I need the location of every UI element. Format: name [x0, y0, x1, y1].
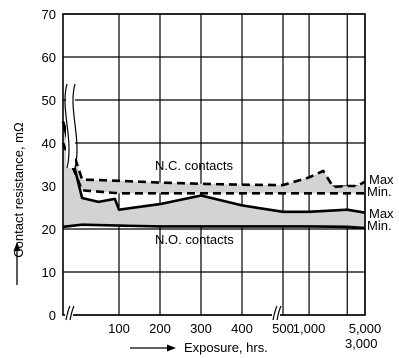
nc-contacts-label: N.C. contacts — [155, 158, 234, 173]
axis-break-gap — [66, 84, 75, 168]
x-tick-label: 5,000 — [349, 321, 382, 336]
x-tick-label: 300 — [190, 321, 212, 336]
x-tick-label: 3,000 — [345, 336, 378, 351]
y-tick-label: 50 — [42, 93, 56, 108]
y-axis-arrowhead — [13, 242, 21, 251]
nc-min-label: Min. — [367, 184, 392, 199]
nc-max-line — [61, 121, 366, 189]
no-max-line — [61, 121, 366, 214]
x-break-gap-left — [65, 312, 73, 318]
y-tick-label: 40 — [42, 136, 56, 151]
x-break-gap-right — [272, 312, 280, 318]
x-axis-title: Exposure, hrs. — [184, 340, 268, 355]
x-break-mark-right — [272, 305, 282, 321]
plot-frame — [62, 13, 366, 316]
x-tick-label: 100 — [108, 321, 130, 336]
no-max-label: Max — [369, 206, 394, 221]
y-tick-label: 20 — [42, 222, 56, 237]
no-contacts-band — [63, 121, 365, 229]
y-tick-label: 30 — [42, 179, 56, 194]
nc-contacts-band — [63, 121, 365, 194]
y-tick-label: 60 — [42, 50, 56, 65]
x-tick-label: 200 — [149, 321, 171, 336]
nc-max-label: Max — [369, 172, 394, 187]
x-tick-label: 500 — [272, 321, 294, 336]
y-tick-label: 0 — [49, 308, 56, 323]
axis-break-mark-right — [72, 83, 78, 169]
no-min-label: Min. — [367, 218, 392, 233]
no-min-line — [62, 223, 366, 230]
x-break-mark-left — [65, 305, 75, 321]
y-tick-label: 70 — [42, 7, 56, 22]
x-tick-label: 1,000 — [293, 321, 326, 336]
y-tick-label: 10 — [42, 265, 56, 280]
x-tick-label: 400 — [231, 321, 253, 336]
x-axis-arrowhead — [167, 344, 176, 352]
y-axis-title: Contact resistance, mΩ — [11, 122, 26, 258]
axis-break-mark-left — [64, 83, 70, 169]
nc-min-line — [61, 142, 365, 195]
no-contacts-label: N.O. contacts — [155, 232, 234, 247]
